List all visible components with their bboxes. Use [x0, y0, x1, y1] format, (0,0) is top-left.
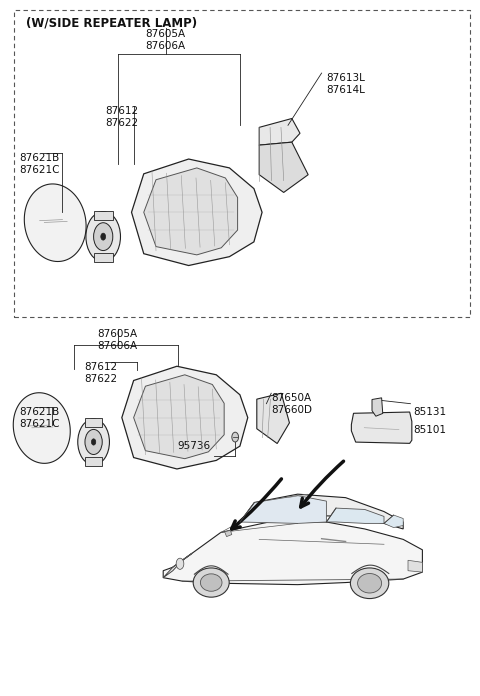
- Circle shape: [94, 223, 113, 251]
- Polygon shape: [257, 393, 289, 443]
- Text: 87621B
87621C: 87621B 87621C: [19, 153, 60, 175]
- Ellipse shape: [350, 568, 389, 599]
- Polygon shape: [240, 496, 326, 523]
- Text: 87650A
87660D: 87650A 87660D: [271, 393, 312, 416]
- Polygon shape: [225, 530, 232, 537]
- Bar: [94, 253, 113, 262]
- Polygon shape: [372, 398, 383, 416]
- Text: 87612
87622: 87612 87622: [84, 362, 117, 384]
- Polygon shape: [133, 374, 224, 459]
- Circle shape: [176, 558, 184, 569]
- Polygon shape: [259, 118, 300, 145]
- Bar: [14, 10, 470, 317]
- Polygon shape: [326, 508, 384, 523]
- Ellipse shape: [358, 574, 382, 593]
- Text: 87605A
87606A: 87605A 87606A: [145, 29, 186, 52]
- Circle shape: [78, 419, 109, 465]
- Polygon shape: [408, 560, 422, 572]
- Text: 87621B
87621C: 87621B 87621C: [19, 407, 60, 429]
- Text: 87612
87622: 87612 87622: [106, 106, 139, 128]
- Circle shape: [86, 212, 120, 262]
- Polygon shape: [259, 142, 308, 192]
- Bar: [85, 418, 102, 427]
- Ellipse shape: [200, 574, 222, 592]
- Polygon shape: [163, 522, 422, 585]
- Polygon shape: [132, 159, 262, 266]
- Text: 85131: 85131: [413, 407, 446, 417]
- Bar: [94, 211, 113, 220]
- Circle shape: [92, 439, 96, 445]
- Circle shape: [85, 429, 102, 454]
- Bar: [85, 457, 102, 466]
- Polygon shape: [122, 366, 248, 469]
- Circle shape: [232, 432, 239, 442]
- Polygon shape: [240, 494, 403, 529]
- Polygon shape: [24, 184, 86, 262]
- Polygon shape: [384, 515, 403, 528]
- Ellipse shape: [193, 568, 229, 597]
- Text: 95736: 95736: [178, 441, 211, 450]
- Polygon shape: [144, 168, 238, 255]
- Text: 85101: 85101: [413, 425, 446, 434]
- Polygon shape: [351, 412, 412, 443]
- Polygon shape: [13, 393, 70, 464]
- Text: 87605A
87606A: 87605A 87606A: [97, 329, 138, 351]
- Text: (W/SIDE REPEATER LAMP): (W/SIDE REPEATER LAMP): [26, 16, 198, 29]
- Text: 87613L
87614L: 87613L 87614L: [326, 73, 365, 95]
- Circle shape: [101, 233, 106, 240]
- Polygon shape: [163, 553, 192, 578]
